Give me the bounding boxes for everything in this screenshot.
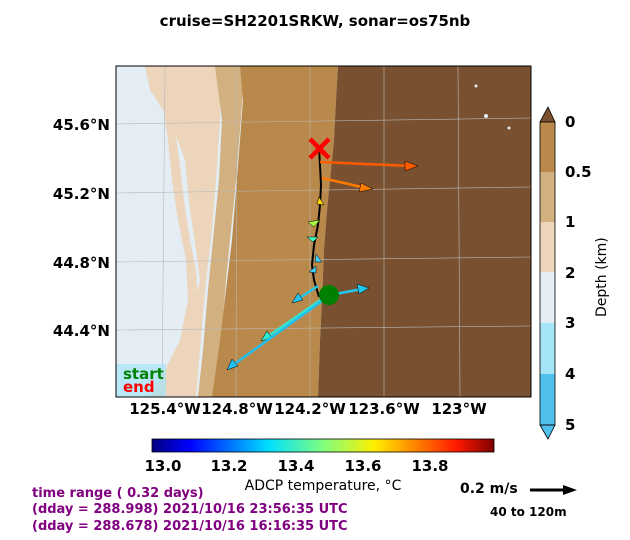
current-vector-head xyxy=(358,182,374,193)
lat-label: 44.8°N xyxy=(52,254,110,272)
depth-colorbar-frame xyxy=(539,121,556,426)
colorbar-extend-top xyxy=(539,106,556,123)
slope-lobe xyxy=(150,80,198,397)
islet xyxy=(474,84,478,88)
depth-range-label: 40 to 120m xyxy=(490,505,567,519)
start-marker xyxy=(319,285,339,305)
depth-tick: 5 xyxy=(565,416,576,434)
current-vector-head xyxy=(291,292,304,304)
current-vector-head xyxy=(308,265,317,274)
graticule xyxy=(116,66,531,397)
current-vector xyxy=(321,176,367,190)
current-vector-head xyxy=(316,196,325,206)
depth-axis-label: Depth (km) xyxy=(594,237,610,317)
end-legend-label: end xyxy=(123,378,155,396)
temp-tick: 13.2 xyxy=(210,457,248,475)
current-vector-head xyxy=(404,160,419,172)
current-vector-head xyxy=(226,358,239,371)
continental-shelf xyxy=(212,66,338,397)
colorbar-extend-bottom xyxy=(539,424,556,440)
temp-tick: 13.8 xyxy=(411,457,449,475)
map-area xyxy=(116,66,531,397)
current-vector xyxy=(297,284,319,301)
end-marker xyxy=(308,137,331,160)
depth-colorbar xyxy=(539,106,556,440)
current-vector xyxy=(232,299,323,367)
lon-label: 123°W xyxy=(431,400,487,418)
depth-band xyxy=(540,323,555,374)
time-range-text: time range ( 0.32 days) xyxy=(32,486,204,501)
legend-background xyxy=(116,364,166,397)
depth-band xyxy=(540,374,555,425)
depth-tick: 3 xyxy=(565,314,576,332)
lon-label: 125.4°W xyxy=(129,400,201,418)
start-legend-label: start xyxy=(123,365,164,383)
land-mass xyxy=(318,66,531,397)
depth-band xyxy=(540,222,555,272)
continental-slope xyxy=(145,66,220,397)
temp-tick: 13.0 xyxy=(144,457,182,475)
lat-label: 45.6°N xyxy=(52,116,110,134)
ship-track xyxy=(310,147,323,298)
depth-band xyxy=(540,272,555,323)
temperature-axis-label: ADCP temperature, °C xyxy=(244,478,402,494)
shelf-mid xyxy=(198,66,245,397)
depth-band xyxy=(540,172,555,222)
islet xyxy=(507,126,511,130)
plot-title: cruise=SH2201SRKW, sonar=os75nb xyxy=(159,12,471,30)
depth-tick: 4 xyxy=(565,365,576,383)
current-vector-head xyxy=(306,236,319,243)
current-vector xyxy=(266,297,323,339)
depth-tick: 1 xyxy=(565,213,576,231)
depth-tick: 0 xyxy=(565,113,576,131)
temp-tick: 13.4 xyxy=(277,457,315,475)
lon-label: 124.8°W xyxy=(201,400,273,418)
current-vector-head xyxy=(356,283,370,295)
islet xyxy=(484,114,488,118)
start-time-text: (dday = 288.678) 2021/10/16 16:16:35 UTC xyxy=(32,519,348,534)
end-time-text: (dday = 288.998) 2021/10/16 23:56:35 UTC xyxy=(32,502,348,517)
lon-label: 124.2°W xyxy=(274,400,346,418)
depth-band xyxy=(540,122,555,172)
lon-label: 123.6°W xyxy=(348,400,420,418)
lat-label: 45.2°N xyxy=(52,185,110,203)
current-vector-head xyxy=(314,253,323,263)
scale-arrow xyxy=(530,485,577,495)
current-vector xyxy=(319,160,413,168)
temp-tick: 13.6 xyxy=(344,457,382,475)
speed-scale-label: 0.2 m/s xyxy=(460,481,518,497)
current-vector-head xyxy=(307,219,321,228)
depth-tick: 0.5 xyxy=(565,163,592,181)
lat-label: 44.4°N xyxy=(52,322,110,340)
map-frame xyxy=(115,65,532,398)
temperature-colorbar xyxy=(151,438,495,453)
depth-tick: 2 xyxy=(565,264,576,282)
